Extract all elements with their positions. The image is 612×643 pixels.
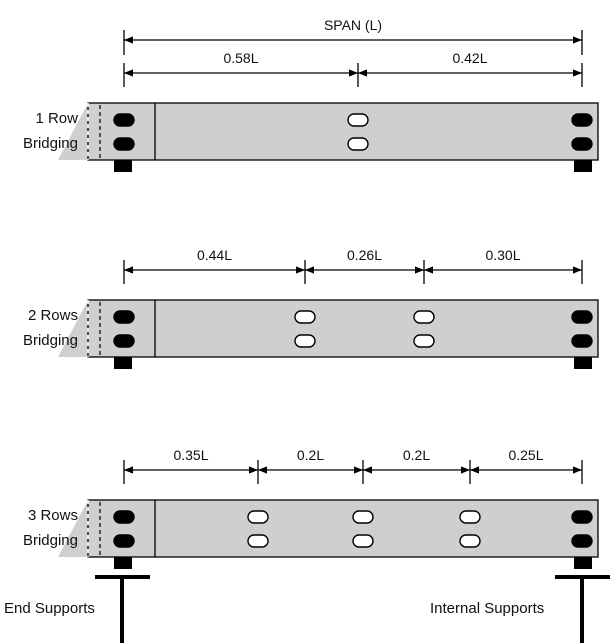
row-label-line2: Bridging	[23, 135, 78, 152]
filled-hole	[571, 534, 593, 548]
segment-length-label: 0.58L	[223, 50, 258, 66]
filled-hole	[571, 310, 593, 324]
panel-3-rows-bridging: 0.35L 0.2L 0.2L 0.25L 3 Rows Bridging	[23, 447, 599, 569]
filled-hole	[113, 534, 135, 548]
filled-hole	[113, 334, 135, 348]
row-label-line2: Bridging	[23, 532, 78, 549]
row-label-line2: Bridging	[23, 332, 78, 349]
bridging-hole	[352, 510, 374, 524]
bridging-hole	[294, 334, 316, 348]
beam	[87, 102, 599, 161]
bearing-block	[574, 160, 592, 172]
bridging-hole	[347, 113, 369, 127]
bridging-hole	[459, 510, 481, 524]
bridging-hole	[247, 534, 269, 548]
segment-length-label: 0.2L	[403, 447, 430, 463]
filled-hole	[571, 510, 593, 524]
filled-hole	[113, 137, 135, 151]
bearing-block	[114, 160, 132, 172]
bridging-hole	[413, 334, 435, 348]
filled-hole	[571, 137, 593, 151]
bridging-hole	[413, 310, 435, 324]
bearing-block	[114, 357, 132, 369]
row-label-line1: 2 Rows	[28, 307, 78, 324]
filled-hole	[113, 510, 135, 524]
span-dimension: SPAN (L)	[123, 17, 583, 55]
beam-end-wedge	[58, 103, 88, 160]
end-support	[95, 575, 150, 643]
panel-1-row-bridging: 0.58L 0.42L 1 Row Bridging	[23, 50, 599, 172]
beam-end-wedge	[58, 500, 88, 557]
bridging-hole	[347, 137, 369, 151]
beam	[87, 499, 599, 558]
beam-end-wedge	[58, 300, 88, 357]
beam	[87, 299, 599, 358]
bearing-block	[574, 557, 592, 569]
bearing-block	[114, 557, 132, 569]
segment-length-label: 0.30L	[485, 247, 520, 263]
segment-length-label: 0.2L	[297, 447, 324, 463]
filled-hole	[571, 113, 593, 127]
segment-length-label: 0.42L	[452, 50, 487, 66]
filled-hole	[113, 113, 135, 127]
row-label-line1: 1 Row	[35, 110, 78, 127]
internal-supports-label: Internal Supports	[430, 600, 544, 617]
bridging-hole	[294, 310, 316, 324]
internal-support	[555, 575, 610, 643]
segment-length-label: 0.35L	[173, 447, 208, 463]
bridging-hole	[352, 534, 374, 548]
segment-length-label: 0.26L	[347, 247, 382, 263]
bridging-hole	[459, 534, 481, 548]
panel-2-rows-bridging: 0.44L 0.26L 0.30L 2 Rows Bridging	[23, 247, 599, 369]
row-label-line1: 3 Rows	[28, 507, 78, 524]
bearing-block	[574, 357, 592, 369]
filled-hole	[113, 310, 135, 324]
bridging-hole	[247, 510, 269, 524]
end-supports-label: End Supports	[4, 600, 95, 617]
filled-hole	[571, 334, 593, 348]
segment-length-label: 0.44L	[197, 247, 232, 263]
span-label: SPAN (L)	[324, 17, 382, 33]
segment-length-label: 0.25L	[508, 447, 543, 463]
